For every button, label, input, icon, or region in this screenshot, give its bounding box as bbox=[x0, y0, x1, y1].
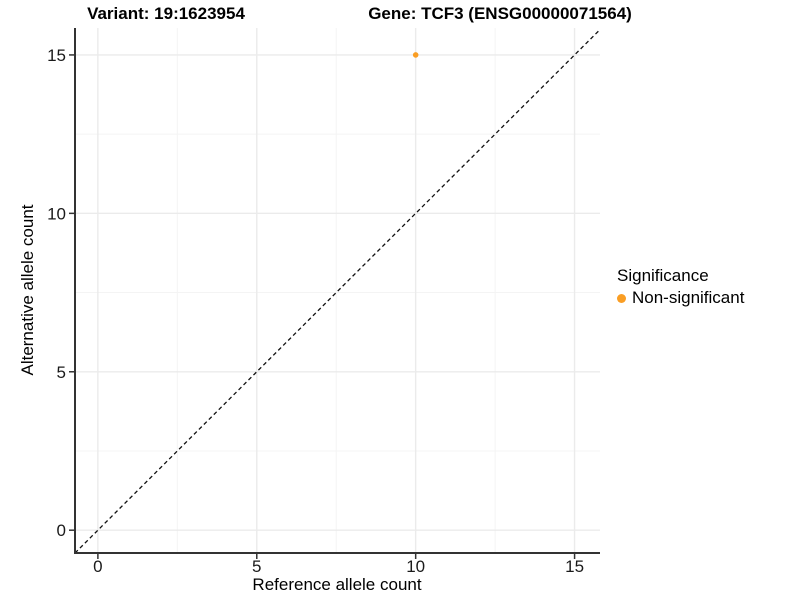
plot-title-gene: Gene: TCF3 (ENSG00000071564) bbox=[368, 4, 632, 23]
x-tick-label: 5 bbox=[252, 557, 261, 576]
legend-title: Significance bbox=[617, 266, 709, 285]
x-tick-label: 15 bbox=[565, 557, 584, 576]
y-tick-label: 10 bbox=[47, 204, 66, 223]
x-tick-label: 10 bbox=[406, 557, 425, 576]
plot-title-variant: Variant: 19:1623954 bbox=[87, 4, 245, 23]
legend: Significance Non-significant bbox=[617, 265, 744, 309]
data-point bbox=[412, 52, 419, 58]
legend-item-label: Non-significant bbox=[632, 288, 745, 307]
x-tick-label: 0 bbox=[93, 557, 102, 576]
x-axis-title: Reference allele count bbox=[252, 575, 422, 594]
identity-reference-line bbox=[74, 29, 601, 554]
y-tick-label: 15 bbox=[47, 46, 66, 65]
legend-point-icon bbox=[617, 293, 626, 303]
legend-item: Non-significant bbox=[617, 287, 744, 309]
y-axis-title: Alternative allele count bbox=[18, 204, 37, 376]
y-tick-label: 0 bbox=[57, 521, 66, 540]
y-tick-label: 5 bbox=[57, 363, 66, 382]
